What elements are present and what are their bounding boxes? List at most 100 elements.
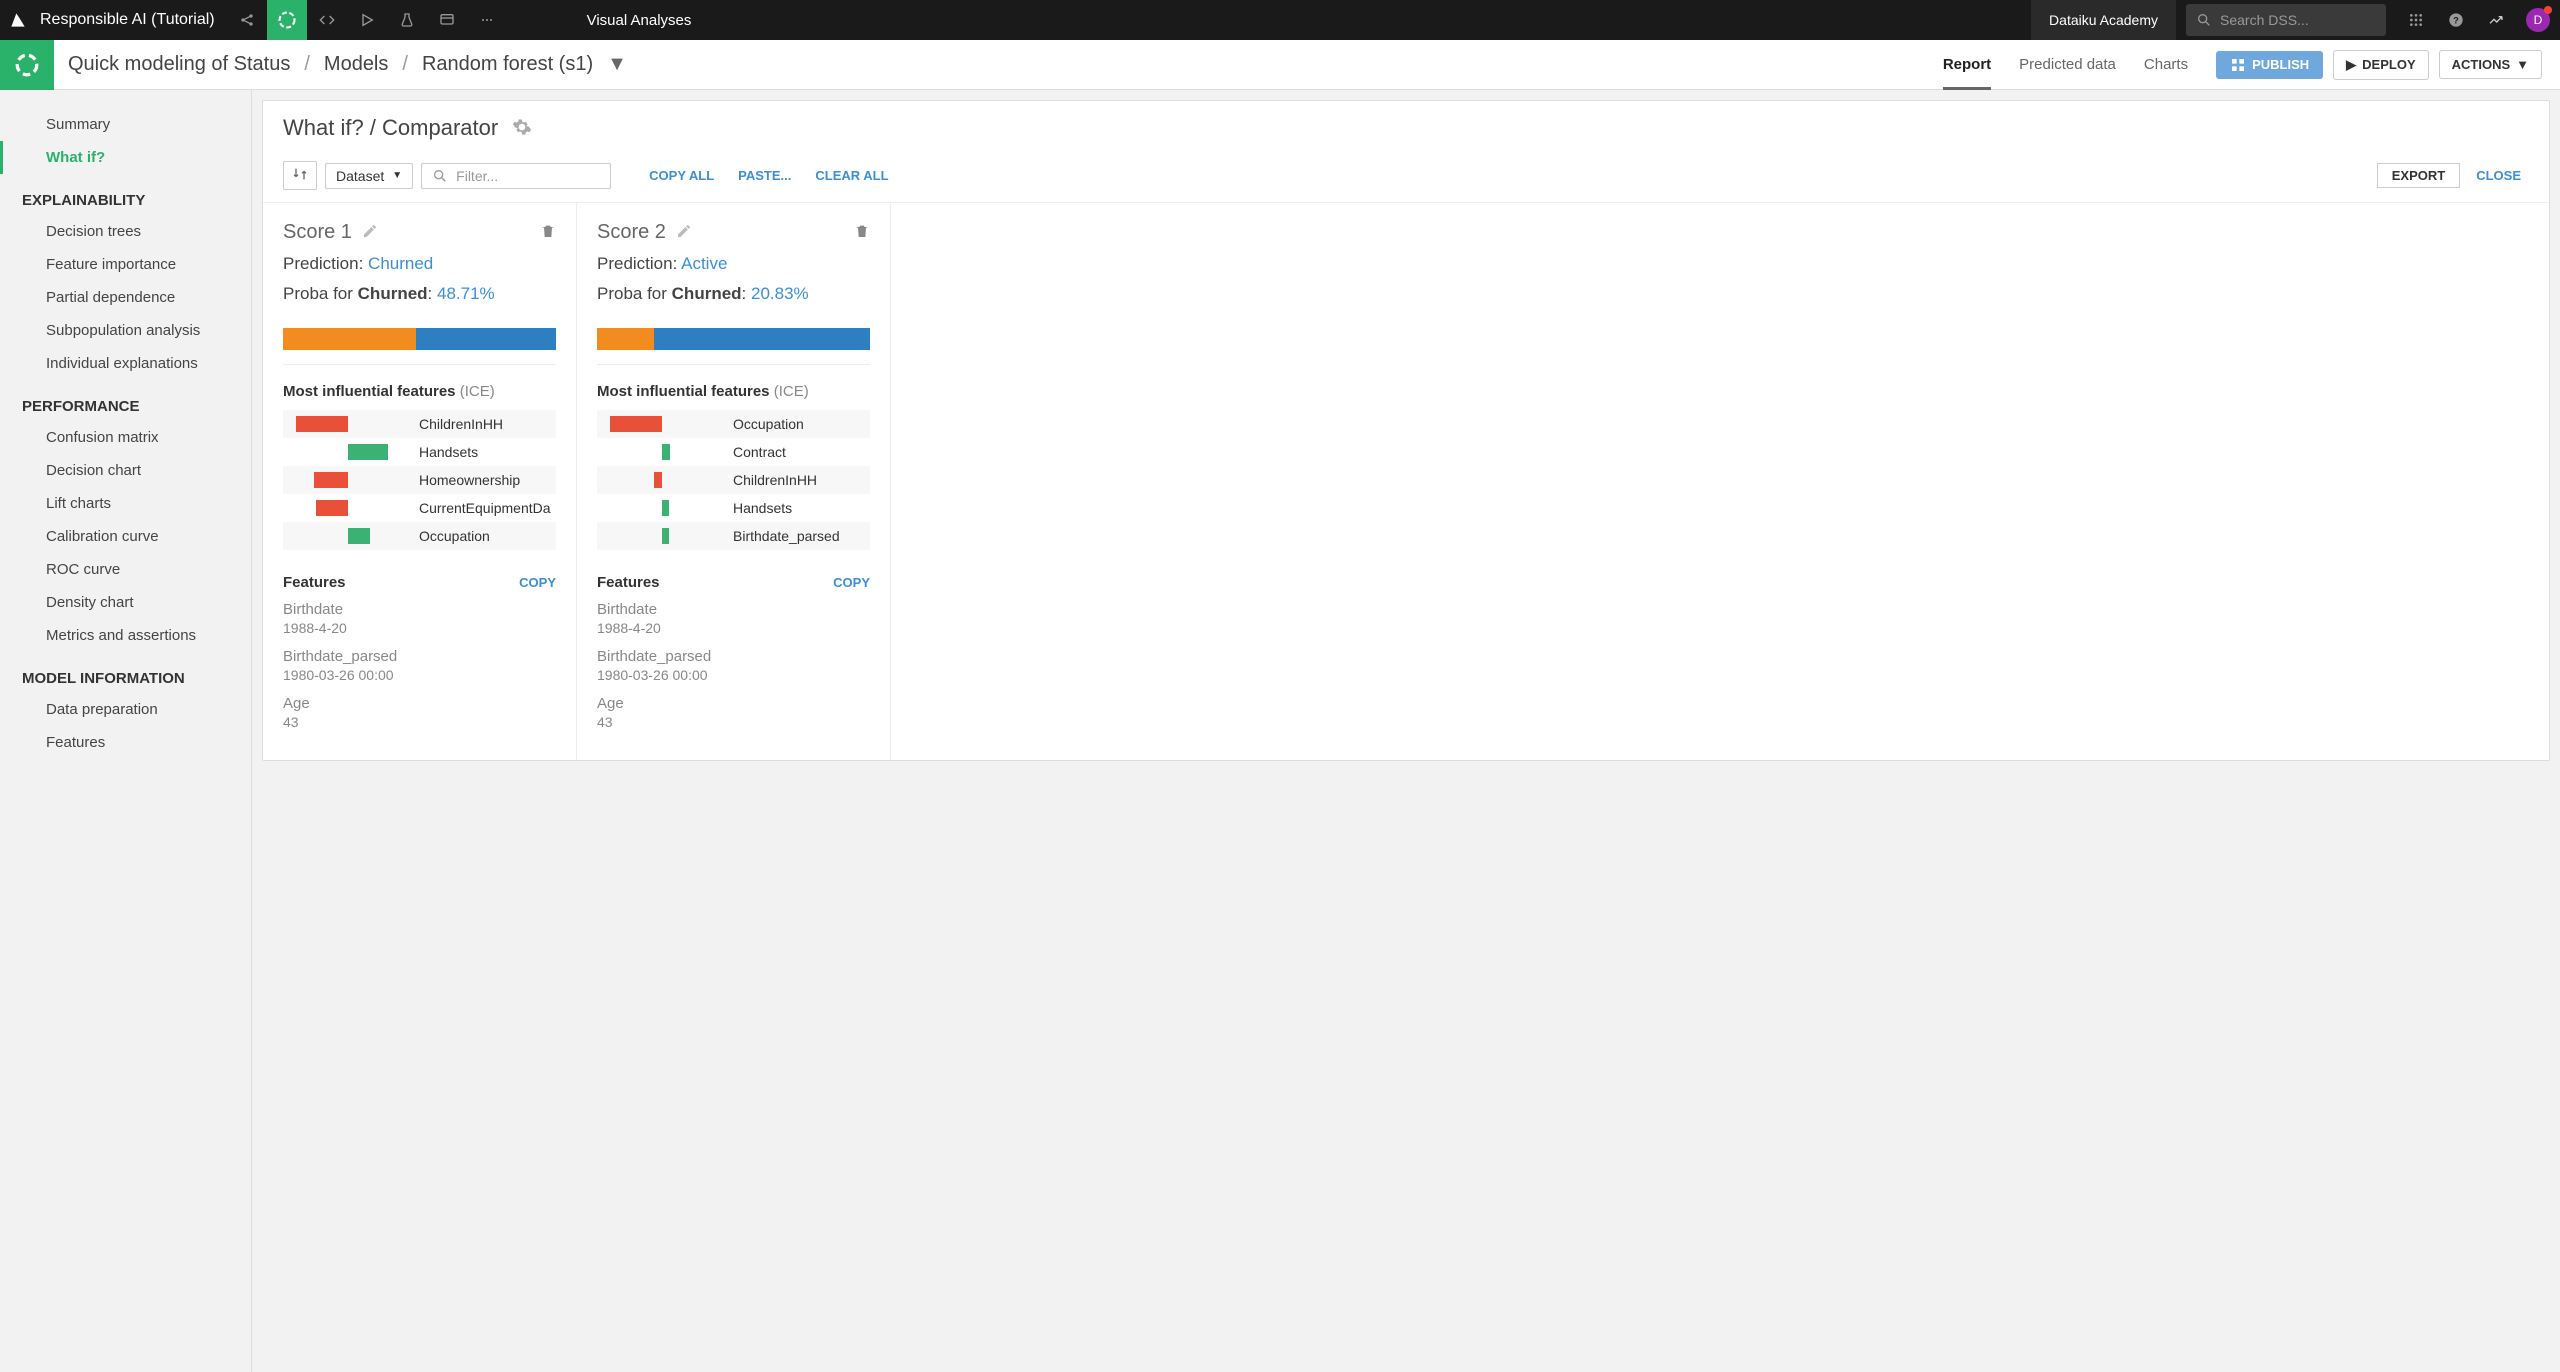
sidebar-item-data-preparation[interactable]: Data preparation <box>0 693 251 726</box>
more-icon[interactable] <box>467 0 507 40</box>
export-button[interactable]: EXPORT <box>2377 163 2460 188</box>
sidebar-item-features[interactable]: Features <box>0 726 251 759</box>
help-icon[interactable]: ? <box>2436 0 2476 40</box>
close-button[interactable]: CLOSE <box>2468 164 2529 187</box>
apps-icon[interactable] <box>2396 0 2436 40</box>
proba-bar <box>283 328 556 350</box>
ice-bar <box>662 444 670 460</box>
dataset-select-label: Dataset <box>336 168 384 184</box>
filter-placeholder: Filter... <box>456 168 498 184</box>
copy-features-button[interactable]: COPY <box>519 575 556 590</box>
actions-dropdown-icon: ▼ <box>2516 57 2529 72</box>
edit-icon[interactable] <box>362 223 378 242</box>
proba-bar-churned <box>283 328 416 350</box>
sidebar-section-explainability: EXPLAINABILITY <box>0 174 251 215</box>
sidebar-item-individual-explanations[interactable]: Individual explanations <box>0 347 251 380</box>
edit-icon[interactable] <box>676 223 692 242</box>
ice-bar-area <box>597 494 727 522</box>
clear-all-button[interactable]: CLEAR ALL <box>807 164 896 187</box>
proba-line: Proba for Churned: 48.71% <box>283 284 556 304</box>
score-title: Score 1 <box>283 221 352 244</box>
sidebar-item-feature-importance[interactable]: Feature importance <box>0 248 251 281</box>
copy-all-button[interactable]: COPY ALL <box>641 164 722 187</box>
ice-bar <box>662 528 669 544</box>
proba-bar-other <box>416 328 556 350</box>
actions-label: ACTIONS <box>2452 57 2511 72</box>
ice-feature-row: ChildrenInHH <box>283 410 556 438</box>
publish-button[interactable]: PUBLISH <box>2216 51 2323 79</box>
flow-nav-icon[interactable] <box>267 0 307 40</box>
sidebar-item-summary[interactable]: Summary <box>0 108 251 141</box>
feature-item: Birthdate1988-4-20 <box>597 601 870 636</box>
share-icon[interactable] <box>227 0 267 40</box>
feature-item: Birthdate_parsed1980-03-26 00:00 <box>283 648 556 683</box>
flow-home-icon[interactable] <box>0 40 54 90</box>
delete-icon[interactable] <box>854 223 870 242</box>
code-icon[interactable] <box>307 0 347 40</box>
academy-link[interactable]: Dataiku Academy <box>2031 0 2176 40</box>
sidebar-item-whatif[interactable]: What if? <box>0 141 251 174</box>
feature-item: Age43 <box>597 695 870 730</box>
dataset-select[interactable]: Dataset ▼ <box>325 163 413 189</box>
dashboard-icon[interactable] <box>427 0 467 40</box>
tab-charts[interactable]: Charts <box>2144 56 2188 73</box>
breadcrumb-models[interactable]: Models <box>324 53 388 76</box>
run-icon[interactable] <box>347 0 387 40</box>
feature-name: Age <box>283 695 556 712</box>
sidebar-item-density-chart[interactable]: Density chart <box>0 586 251 619</box>
tab-visual-analyses[interactable]: Visual Analyses <box>567 12 712 29</box>
report-sidebar: Summary What if? EXPLAINABILITY Decision… <box>0 90 252 1372</box>
content-area: What if? / Comparator Dataset ▼ Filter..… <box>252 90 2560 1372</box>
actions-button[interactable]: ACTIONS ▼ <box>2439 50 2542 79</box>
sidebar-item-confusion-matrix[interactable]: Confusion matrix <box>0 421 251 454</box>
feature-name: Birthdate_parsed <box>283 648 556 665</box>
ice-bar-area <box>283 494 413 522</box>
activity-icon[interactable] <box>2476 0 2516 40</box>
tab-predicted-data[interactable]: Predicted data <box>2019 56 2116 73</box>
proba-bar <box>597 328 870 350</box>
filter-input[interactable]: Filter... <box>421 163 611 189</box>
sidebar-item-metrics-assertions[interactable]: Metrics and assertions <box>0 619 251 652</box>
proba-line: Proba for Churned: 20.83% <box>597 284 870 304</box>
ice-feature-row: Birthdate_parsed <box>597 522 870 550</box>
settings-gear-icon[interactable] <box>512 117 532 140</box>
dropdown-icon: ▼ <box>392 170 402 181</box>
search-input[interactable]: Search DSS... <box>2186 4 2386 36</box>
sidebar-item-partial-dependence[interactable]: Partial dependence <box>0 281 251 314</box>
sidebar-item-decision-chart[interactable]: Decision chart <box>0 454 251 487</box>
delete-icon[interactable] <box>540 223 556 242</box>
feature-name: Birthdate <box>597 601 870 618</box>
ice-feature-label: ChildrenInHH <box>413 416 503 432</box>
user-avatar[interactable]: D <box>2526 8 2550 32</box>
copy-features-button[interactable]: COPY <box>833 575 870 590</box>
sidebar-item-calibration-curve[interactable]: Calibration curve <box>0 520 251 553</box>
project-name[interactable]: Responsible AI (Tutorial) <box>36 11 227 29</box>
model-tabs: Report Predicted data Charts <box>1943 56 2188 73</box>
breadcrumb-modeling[interactable]: Quick modeling of Status <box>68 53 290 76</box>
ice-feature-label: Handsets <box>727 500 792 516</box>
breadcrumb-sep: / <box>304 53 310 76</box>
sidebar-item-roc-curve[interactable]: ROC curve <box>0 553 251 586</box>
lab-icon[interactable] <box>387 0 427 40</box>
breadcrumb-current[interactable]: Random forest (s1) <box>422 53 593 76</box>
score-card: Score 1 Prediction: ChurnedProba for Chu… <box>263 203 577 760</box>
score-card: Score 2 Prediction: ActiveProba for Chur… <box>577 203 891 760</box>
sort-button[interactable] <box>283 161 317 190</box>
tab-report[interactable]: Report <box>1943 56 1991 90</box>
whatif-panel: What if? / Comparator Dataset ▼ Filter..… <box>262 100 2550 761</box>
ice-bar-area <box>597 410 727 438</box>
paste-button[interactable]: PASTE... <box>730 164 799 187</box>
sidebar-item-lift-charts[interactable]: Lift charts <box>0 487 251 520</box>
main-content: Summary What if? EXPLAINABILITY Decision… <box>0 90 2560 1372</box>
deploy-label: DEPLOY <box>2362 57 2415 72</box>
breadcrumb-dropdown-icon[interactable]: ▼ <box>607 53 627 76</box>
ice-feature-label: Occupation <box>727 416 804 432</box>
sidebar-item-subpopulation[interactable]: Subpopulation analysis <box>0 314 251 347</box>
feature-name: Birthdate <box>283 601 556 618</box>
top-bar: Responsible AI (Tutorial) Visual Analyse… <box>0 0 2560 40</box>
ice-feature-row: Handsets <box>597 494 870 522</box>
ice-feature-label: Birthdate_parsed <box>727 528 840 544</box>
dataiku-logo-icon[interactable] <box>0 10 36 30</box>
deploy-button[interactable]: ▶ DEPLOY <box>2333 50 2428 80</box>
sidebar-item-decision-trees[interactable]: Decision trees <box>0 215 251 248</box>
